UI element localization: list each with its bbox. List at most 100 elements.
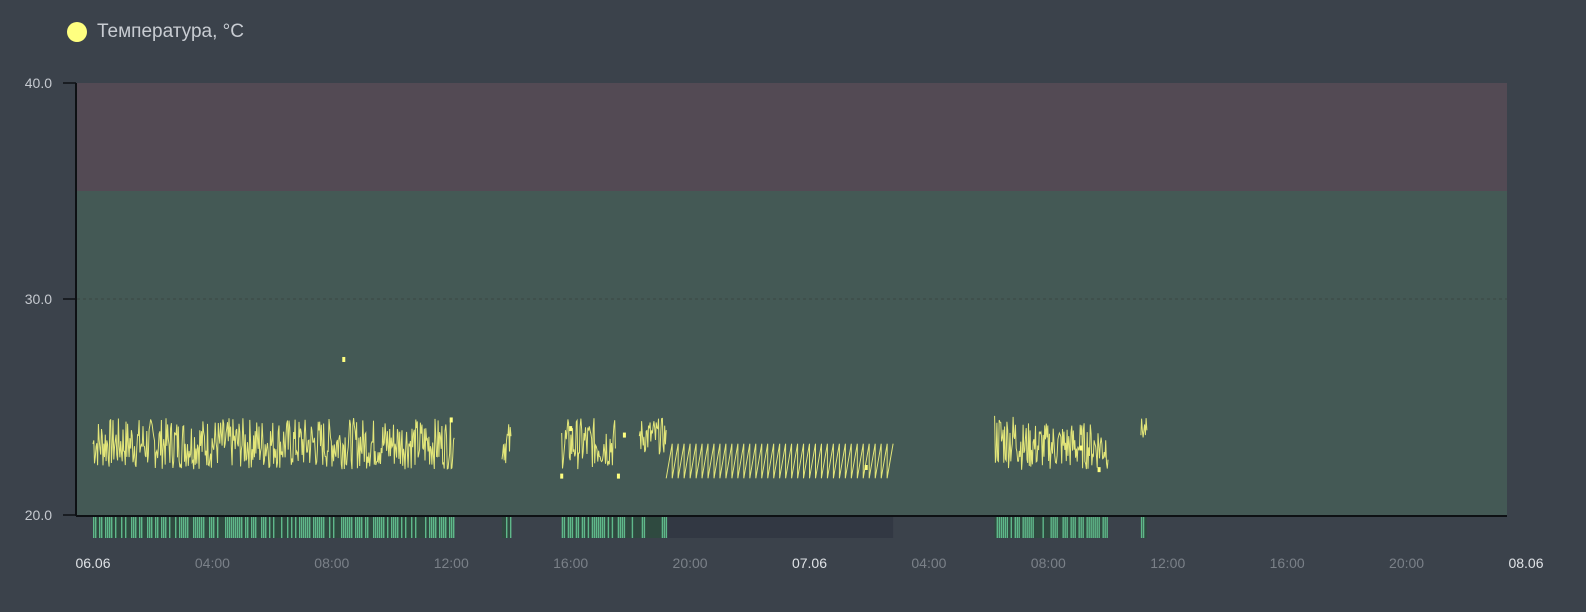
x-tick-label: 16:00 xyxy=(1270,555,1305,571)
x-tick-label: 06.06 xyxy=(75,555,110,571)
activity-tick xyxy=(581,517,584,538)
temperature-outlier-point xyxy=(864,464,868,470)
activity-tick xyxy=(1088,517,1090,538)
activity-tick xyxy=(1082,517,1084,538)
y-tick-label: 30.0 xyxy=(25,291,52,307)
activity-tick xyxy=(607,517,610,538)
temperature-series-segment xyxy=(501,424,512,464)
activity-tick xyxy=(1098,517,1100,538)
activity-tick xyxy=(439,517,441,538)
activity-tick xyxy=(998,517,1000,538)
legend[interactable]: Температура, °C xyxy=(67,20,244,44)
x-tick-label: 12:00 xyxy=(434,555,469,571)
activity-tick xyxy=(251,517,253,538)
x-tick-label: 07.06 xyxy=(792,555,827,571)
x-tick-label: 20:00 xyxy=(673,555,708,571)
y-axis-ticks: 40.0 30.0 20.0 xyxy=(25,75,76,523)
activity-tick xyxy=(235,517,237,538)
activity-tick xyxy=(265,517,267,538)
activity-tick xyxy=(433,517,435,538)
activity-tick xyxy=(155,517,157,538)
activity-tick xyxy=(225,517,227,538)
activity-tick xyxy=(349,517,351,538)
activity-tick xyxy=(1004,517,1006,538)
activity-tick xyxy=(93,517,95,538)
activity-tick xyxy=(281,517,283,538)
activity-tick xyxy=(601,517,604,538)
temperature-outlier-point xyxy=(569,426,573,432)
activity-tick xyxy=(591,517,594,538)
activity-tick xyxy=(1054,517,1056,538)
activity-tick xyxy=(379,517,381,538)
activity-tick xyxy=(321,517,323,538)
activity-span xyxy=(561,517,667,538)
activity-tick xyxy=(291,517,293,538)
activity-tick xyxy=(631,517,634,538)
activity-tick xyxy=(263,517,265,538)
activity-tick xyxy=(1062,517,1064,538)
activity-tick xyxy=(373,517,375,538)
activity-tick xyxy=(133,517,135,538)
activity-tick xyxy=(245,517,247,538)
activity-tick xyxy=(1024,517,1026,538)
activity-tick xyxy=(1042,517,1044,538)
activity-tick xyxy=(377,517,379,538)
legend-label: Температура, °C xyxy=(97,21,244,42)
activity-tick xyxy=(1026,517,1028,538)
activity-tick xyxy=(411,517,413,538)
activity-tick xyxy=(233,517,235,538)
activity-tick xyxy=(227,517,229,538)
activity-tick xyxy=(197,517,199,538)
activity-tick xyxy=(599,517,602,538)
activity-tick xyxy=(361,517,363,538)
activity-tick xyxy=(111,517,113,538)
activity-tick xyxy=(313,517,315,538)
activity-tick xyxy=(269,517,271,538)
temperature-outlier-point xyxy=(1079,445,1083,451)
activity-tick xyxy=(1072,517,1074,538)
activity-tick xyxy=(603,517,606,538)
activity-tick xyxy=(357,517,359,538)
temperature-series-segment xyxy=(561,418,616,470)
activity-tick xyxy=(195,517,197,538)
series-layer xyxy=(92,356,1148,479)
activity-tick xyxy=(175,517,177,538)
activity-tick xyxy=(301,517,303,538)
activity-tick xyxy=(149,517,151,538)
activity-tick xyxy=(1050,517,1052,538)
activity-tick xyxy=(593,517,596,538)
activity-tick xyxy=(347,517,349,538)
activity-span xyxy=(994,517,1019,538)
activity-tick xyxy=(611,517,614,538)
activity-tick xyxy=(359,517,361,538)
activity-tick xyxy=(1066,517,1068,538)
activity-tick xyxy=(405,517,407,538)
activity-tick xyxy=(387,517,389,538)
activity-tick xyxy=(345,517,347,538)
x-tick-label: 08:00 xyxy=(314,555,349,571)
activity-tick xyxy=(575,517,578,538)
activity-tick xyxy=(367,517,369,538)
temperature-outlier-point xyxy=(449,417,453,423)
activity-tick xyxy=(255,517,257,538)
activity-tick xyxy=(1090,517,1092,538)
activity-tick xyxy=(261,517,263,538)
zones-layer xyxy=(77,83,1507,515)
activity-tick xyxy=(1106,517,1108,538)
activity-tick xyxy=(425,517,427,538)
activity-tick xyxy=(229,517,231,538)
activity-tick xyxy=(1018,517,1020,538)
activity-tick xyxy=(295,517,297,538)
activity-tick xyxy=(1140,517,1143,538)
activity-tick xyxy=(665,517,668,538)
activity-tick xyxy=(597,517,600,538)
activity-tick xyxy=(1028,517,1030,538)
activity-tick xyxy=(157,517,159,538)
activity-tick xyxy=(299,517,301,538)
activity-tick xyxy=(571,517,574,538)
activity-tick xyxy=(343,517,345,538)
activity-tick xyxy=(643,517,646,538)
activity-tick xyxy=(391,517,393,538)
activity-tick xyxy=(109,517,111,538)
